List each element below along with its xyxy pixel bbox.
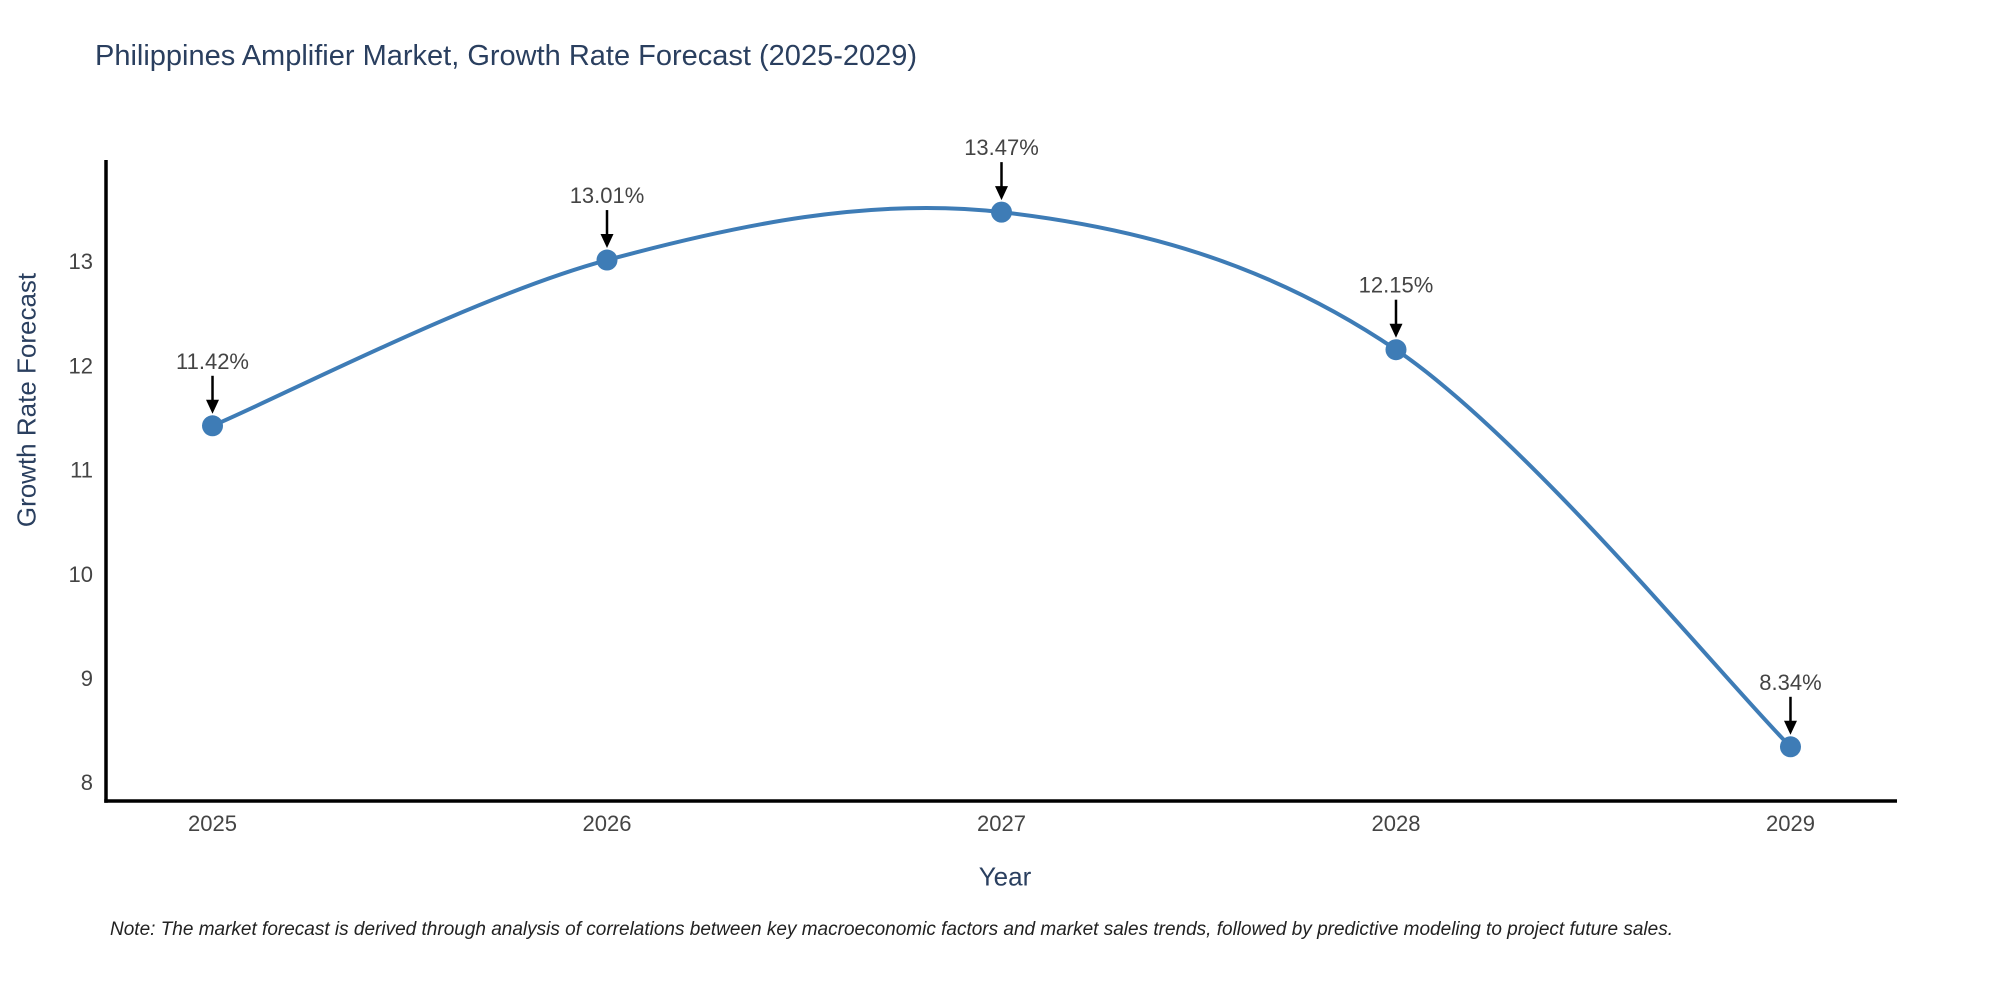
- y-tick-label: 11: [70, 458, 93, 483]
- x-tick-label: 2025: [188, 811, 237, 836]
- data-point-marker[interactable]: [202, 415, 224, 437]
- chart-title: Philippines Amplifier Market, Growth Rat…: [95, 40, 918, 72]
- annotation-arrowhead: [206, 399, 220, 414]
- data-point-marker[interactable]: [1779, 736, 1801, 758]
- annotation-label: 12.15%: [1359, 273, 1434, 298]
- annotation-arrowhead: [995, 186, 1008, 201]
- y-tick-label: 13: [69, 249, 93, 274]
- annotation-arrowhead: [1389, 323, 1403, 338]
- y-tick-label: 12: [69, 353, 93, 378]
- x-axis-title: Year: [978, 861, 1032, 892]
- forecast-line: [210, 205, 1793, 749]
- x-tick-label: 2027: [977, 811, 1026, 836]
- y-tick-label: 8: [81, 770, 93, 795]
- annotation-arrowhead: [600, 234, 614, 249]
- annotation-label: 13.47%: [964, 135, 1039, 160]
- annotation-arrowhead: [1783, 720, 1797, 735]
- annotation-label: 8.34%: [1759, 670, 1821, 695]
- annotation-label: 13.01%: [570, 183, 645, 208]
- y-tick-label: 10: [69, 562, 93, 587]
- data-point-marker[interactable]: [1385, 339, 1407, 361]
- footnote: Note: The market forecast is derived thr…: [110, 919, 1673, 940]
- x-tick-label: 2029: [1766, 811, 1815, 836]
- data-point-marker[interactable]: [991, 201, 1012, 223]
- x-tick-label: 2026: [583, 811, 632, 836]
- x-tick-label: 2028: [1372, 811, 1421, 836]
- annotation-label: 11.42%: [176, 349, 249, 374]
- y-tick-label: 9: [81, 666, 93, 691]
- data-point-marker[interactable]: [596, 249, 618, 271]
